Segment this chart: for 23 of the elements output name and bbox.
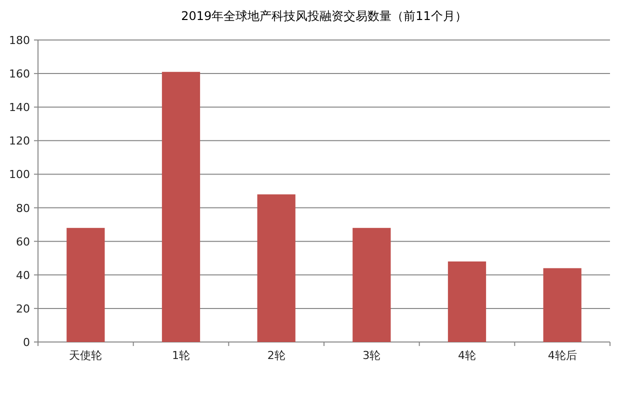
y-tick-label: 120 [9, 134, 30, 148]
y-tick-label: 140 [9, 101, 30, 114]
x-tick-label: 4轮后 [548, 349, 577, 362]
bar [543, 268, 582, 342]
chart-title: 2019年全球地产科技风投融资交易数量（前11个月） [181, 9, 467, 23]
y-tick-label: 80 [16, 202, 30, 215]
y-tick-label: 160 [9, 68, 30, 81]
x-tick-label: 2轮 [267, 349, 286, 362]
y-tick-label: 40 [16, 268, 30, 282]
bar [448, 261, 486, 342]
y-tick-label: 20 [16, 302, 30, 316]
bar [162, 72, 200, 342]
y-tick-label: 0 [23, 336, 30, 349]
bar [66, 228, 105, 342]
x-tick-label: 1轮 [172, 349, 190, 362]
x-tick-label: 4轮 [458, 349, 476, 362]
y-tick-label: 100 [9, 168, 30, 182]
y-tick-label: 180 [9, 34, 30, 47]
bar [257, 194, 296, 342]
x-tick-label: 天使轮 [69, 349, 102, 362]
x-tick-label: 3轮 [362, 349, 381, 362]
bar [352, 228, 391, 342]
y-tick-label: 60 [16, 235, 30, 248]
